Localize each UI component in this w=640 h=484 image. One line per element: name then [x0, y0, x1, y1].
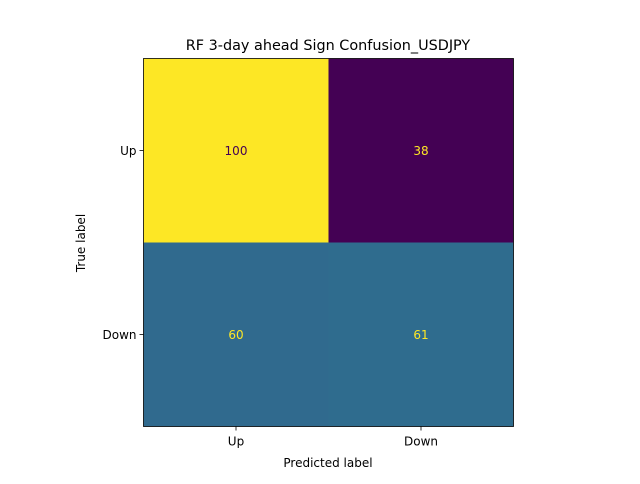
y-axis-ticks: Up Down — [102, 144, 144, 342]
heatmap-cell — [328, 58, 514, 243]
heatmap-cells — [143, 58, 514, 427]
chart-title: RF 3-day ahead Sign Confusion_USDJPY — [186, 38, 471, 54]
cell-value-label: 60 — [228, 328, 243, 342]
x-tick-label: Up — [228, 435, 244, 449]
plot-frame — [143, 58, 514, 427]
heatmap-cell — [143, 58, 329, 243]
cell-value-label: 38 — [413, 144, 428, 158]
x-axis-ticks: Up Down — [228, 426, 438, 449]
cell-value-label: 100 — [225, 144, 248, 158]
heatmap-cell — [143, 242, 329, 427]
y-tick-label: Up — [120, 144, 136, 158]
y-axis-label: True label — [74, 214, 88, 273]
x-axis-label: Predicted label — [283, 456, 372, 470]
y-tick-label: Down — [102, 328, 136, 342]
x-tick-label: Down — [404, 435, 438, 449]
cell-value-labels: 100 38 60 61 — [225, 144, 429, 342]
heatmap-cell — [328, 242, 514, 427]
cell-value-label: 61 — [413, 328, 428, 342]
